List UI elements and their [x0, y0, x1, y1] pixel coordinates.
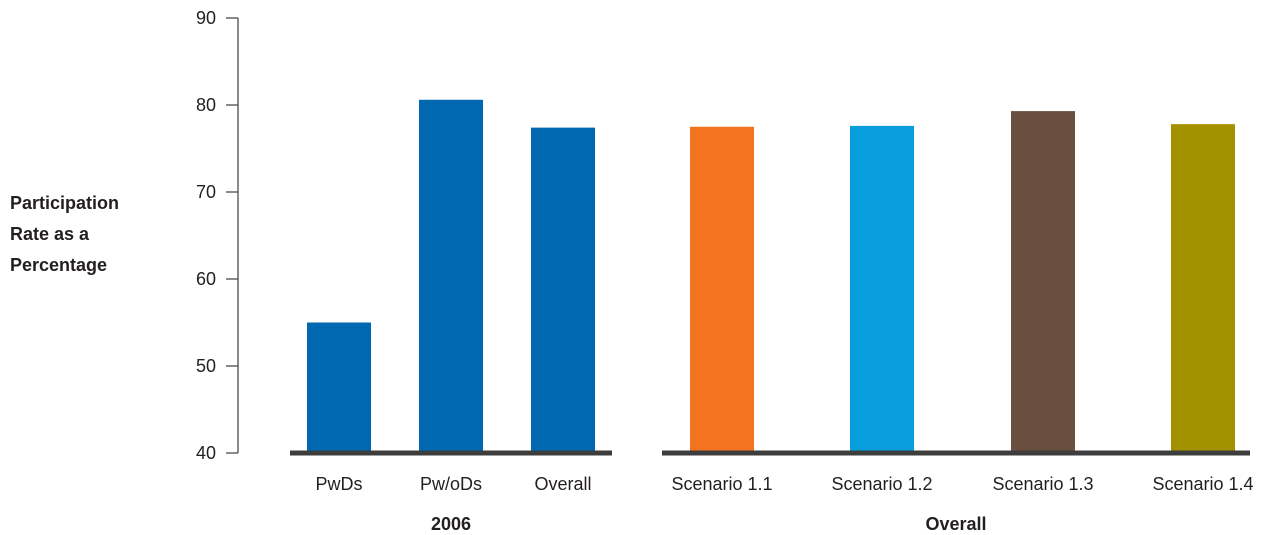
y-axis-label-line: Participation [10, 193, 119, 213]
y-tick-label: 70 [196, 182, 216, 202]
y-tick-label: 40 [196, 443, 216, 463]
x-tick-label: Scenario 1.2 [831, 474, 932, 494]
bar [850, 125, 914, 453]
x-tick-label: PwDs [315, 474, 362, 494]
bar [1011, 111, 1075, 453]
y-axis-label-line: Percentage [10, 255, 107, 275]
group-label: Overall [925, 514, 986, 534]
x-tick-label: Overall [534, 474, 591, 494]
group-label: 2006 [431, 514, 471, 534]
category-labels: PwDs Pw/oDs Overall Scenario 1.1 Scenario 1.… [315, 474, 1253, 494]
y-tick-label: 80 [196, 95, 216, 115]
y-tick-label: 50 [196, 356, 216, 376]
bars [307, 99, 1235, 454]
x-tick-label: Scenario 1.3 [992, 474, 1093, 494]
bar [307, 322, 371, 453]
x-tick-label: Scenario 1.1 [671, 474, 772, 494]
bar [531, 127, 595, 454]
bar [690, 126, 754, 453]
y-axis-label: Participation Rate as a Percentage [10, 193, 119, 275]
y-tick-label: 90 [196, 8, 216, 28]
y-tick-label: 60 [196, 269, 216, 289]
y-axis: 40 50 60 70 80 90 [196, 8, 239, 463]
group-labels: 2006 Overall [431, 514, 987, 534]
x-tick-label: Pw/oDs [420, 474, 482, 494]
bar [1171, 124, 1235, 453]
bar [419, 99, 483, 453]
y-axis-label-line: Rate as a [10, 224, 90, 244]
x-tick-label: Scenario 1.4 [1152, 474, 1253, 494]
